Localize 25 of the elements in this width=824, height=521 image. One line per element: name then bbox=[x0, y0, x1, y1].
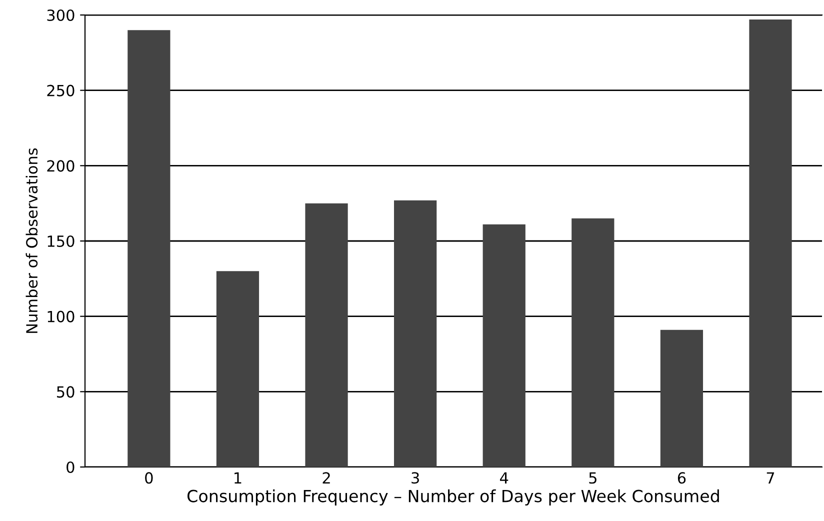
x-tick-label: 1 bbox=[234, 472, 242, 484]
bar bbox=[572, 218, 614, 467]
y-tick-label: 200 bbox=[47, 160, 74, 172]
x-tick-label: 5 bbox=[589, 472, 596, 484]
x-tick-label: 0 bbox=[145, 472, 153, 484]
bar bbox=[394, 200, 437, 467]
y-tick-label: 150 bbox=[48, 235, 74, 248]
x-tick-label: 7 bbox=[766, 472, 774, 484]
bar bbox=[128, 30, 170, 467]
x-tick-label: 4 bbox=[500, 472, 508, 484]
bar bbox=[660, 330, 704, 467]
x-tick-label: 2 bbox=[322, 472, 330, 484]
bar bbox=[482, 224, 526, 467]
x-tick-label: 6 bbox=[678, 472, 686, 484]
y-tick-label: 300 bbox=[47, 9, 74, 22]
y-tick-label: 50 bbox=[57, 386, 74, 398]
y-tick-label: 250 bbox=[47, 84, 74, 96]
x-tick-label: 3 bbox=[412, 472, 419, 484]
bar bbox=[749, 20, 792, 467]
bar bbox=[305, 203, 348, 467]
y-axis-title: Number of Observations bbox=[26, 148, 38, 333]
x-axis-title: Consumption Frequency – Number of Days per Week Consumed bbox=[188, 489, 719, 506]
y-tick-label: 0 bbox=[66, 461, 74, 474]
y-tick-label: 100 bbox=[48, 310, 74, 322]
bar bbox=[216, 271, 260, 467]
